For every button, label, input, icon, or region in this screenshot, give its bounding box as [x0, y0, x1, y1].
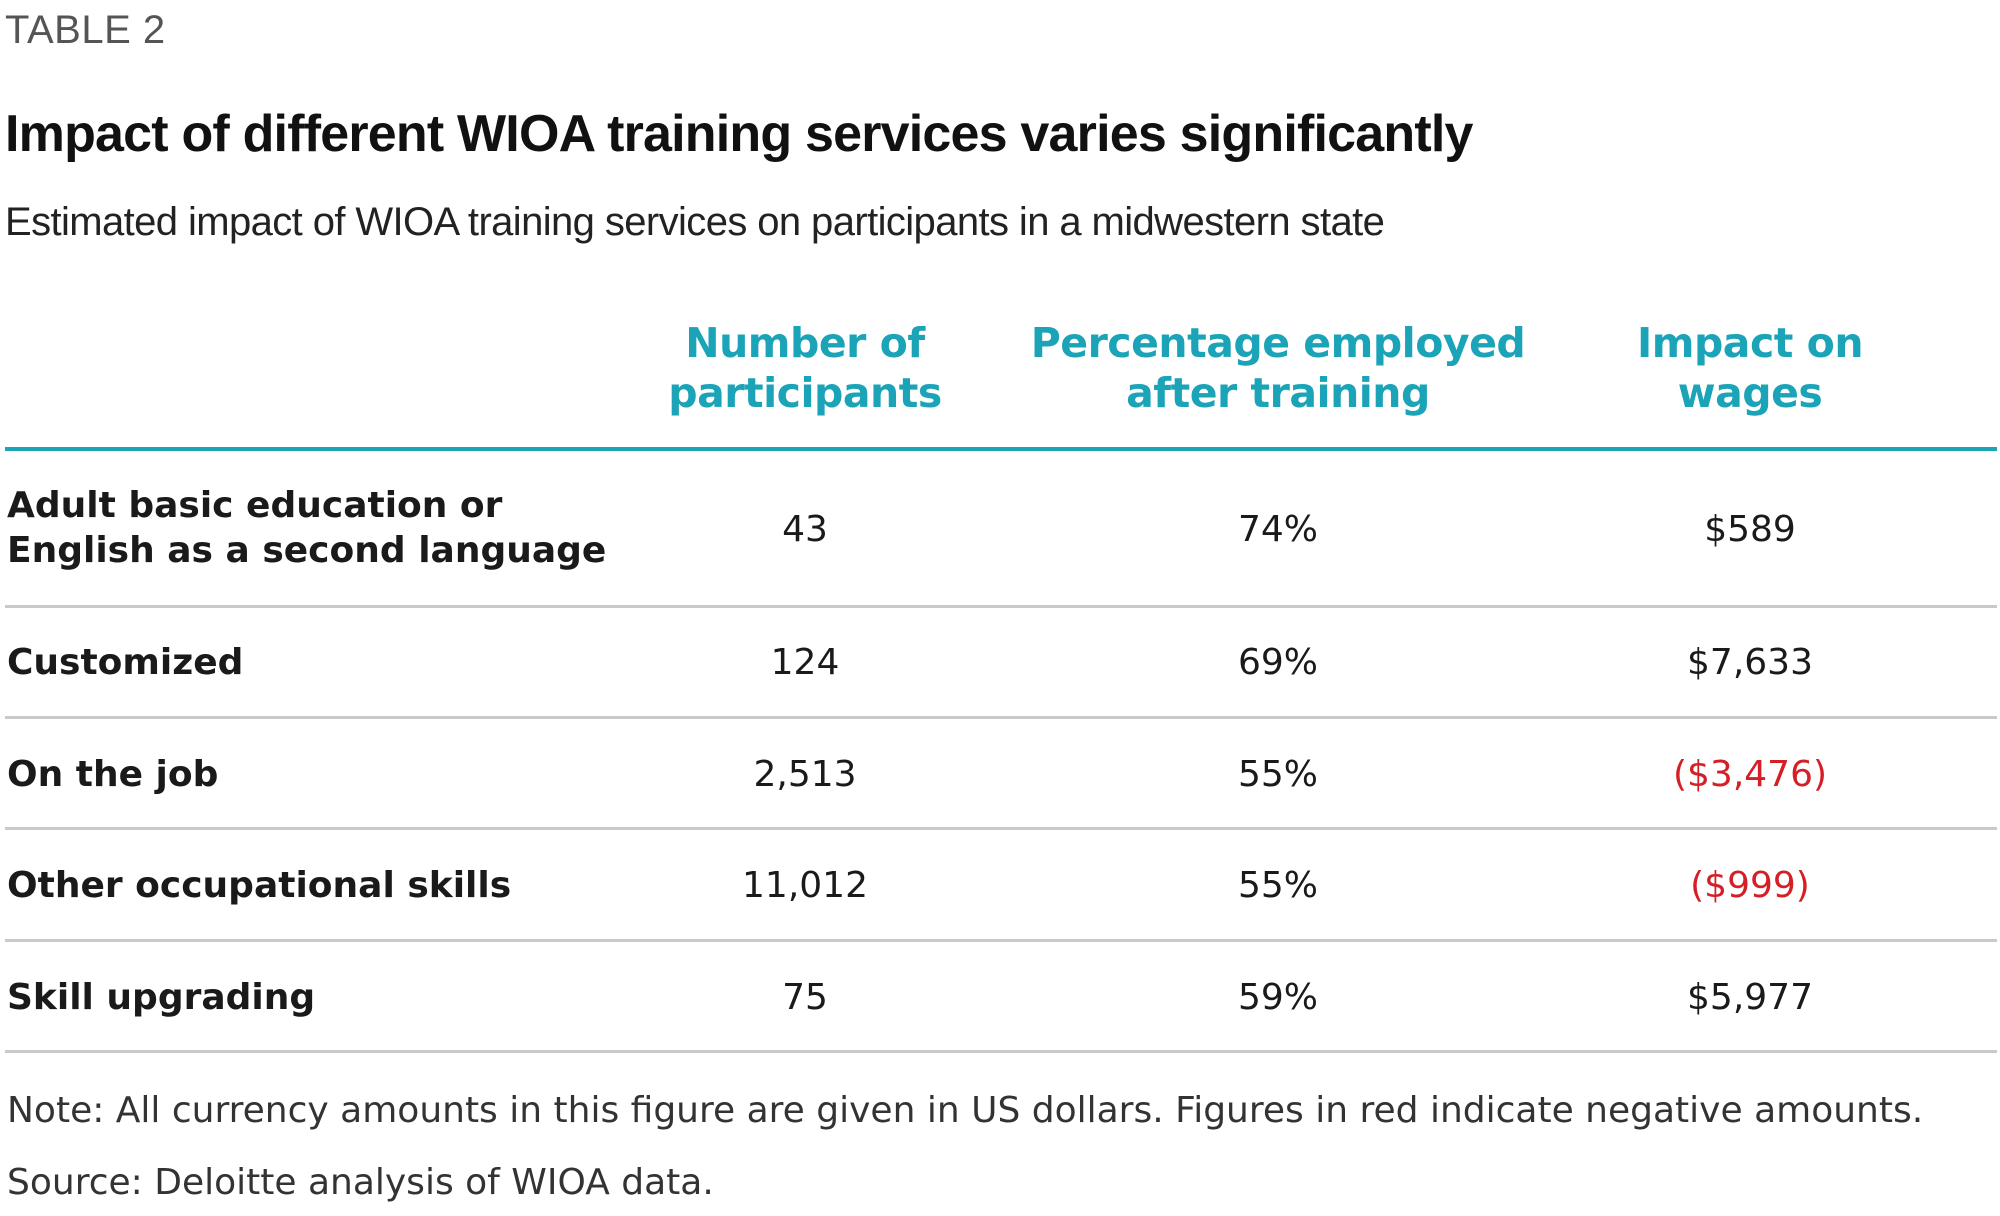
column-header-wages: Impact on wages [1600, 318, 1900, 418]
row-label: Skill upgrading [7, 975, 315, 1020]
table-number: TABLE 2 [5, 8, 166, 52]
header-divider [5, 447, 1997, 451]
row-label-line: Skill upgrading [7, 977, 316, 1018]
cell-participants: 2,513 [753, 754, 857, 795]
column-header-line: Percentage employed [1030, 319, 1526, 367]
cell-wages: ($999) [1690, 865, 1810, 906]
cell-wages: $589 [1704, 509, 1796, 550]
row-divider [5, 716, 1997, 719]
column-header-line: participants [668, 369, 942, 417]
cell-employed: 55% [1237, 865, 1318, 906]
row-divider [5, 939, 1997, 942]
table-source: Source: Deloitte analysis of WIOA data. [7, 1162, 714, 1203]
column-header-line: Impact on [1636, 319, 1864, 367]
row-divider [5, 605, 1997, 608]
column-header-line: Number of [685, 319, 925, 367]
row-label-line: English as a second language [7, 530, 607, 571]
row-label: Other occupational skills [7, 863, 511, 908]
row-divider [5, 827, 1997, 830]
row-label: Adult basic education or English as a se… [7, 483, 606, 573]
row-label-line: On the job [7, 754, 219, 795]
cell-participants: 124 [770, 642, 840, 683]
column-header-line: wages [1677, 369, 1823, 417]
row-label-line: Customized [7, 642, 244, 683]
row-label-line: Adult basic education or [7, 485, 503, 526]
cell-wages: ($3,476) [1672, 754, 1828, 795]
row-label: Customized [7, 640, 243, 685]
cell-employed: 59% [1237, 977, 1318, 1018]
cell-employed: 55% [1237, 754, 1318, 795]
cell-wages: $7,633 [1687, 642, 1813, 683]
row-label-line: Other occupational skills [7, 865, 512, 906]
column-header-line: after training [1126, 369, 1430, 417]
cell-employed: 69% [1237, 642, 1318, 683]
cell-employed: 74% [1237, 509, 1318, 550]
column-header-employed: Percentage employed after training [1028, 318, 1528, 418]
cell-wages: $5,977 [1687, 977, 1813, 1018]
row-label: On the job [7, 752, 218, 797]
table-subtitle: Estimated impact of WIOA training servic… [5, 200, 1385, 244]
cell-participants: 75 [782, 977, 828, 1018]
row-divider [5, 1050, 1997, 1053]
column-header-participants: Number of participants [660, 318, 950, 418]
cell-participants: 11,012 [742, 865, 868, 906]
table-note: Note: All currency amounts in this figur… [7, 1090, 1924, 1131]
table-title: Impact of different WIOA training servic… [5, 105, 1473, 163]
cell-participants: 43 [782, 509, 828, 550]
